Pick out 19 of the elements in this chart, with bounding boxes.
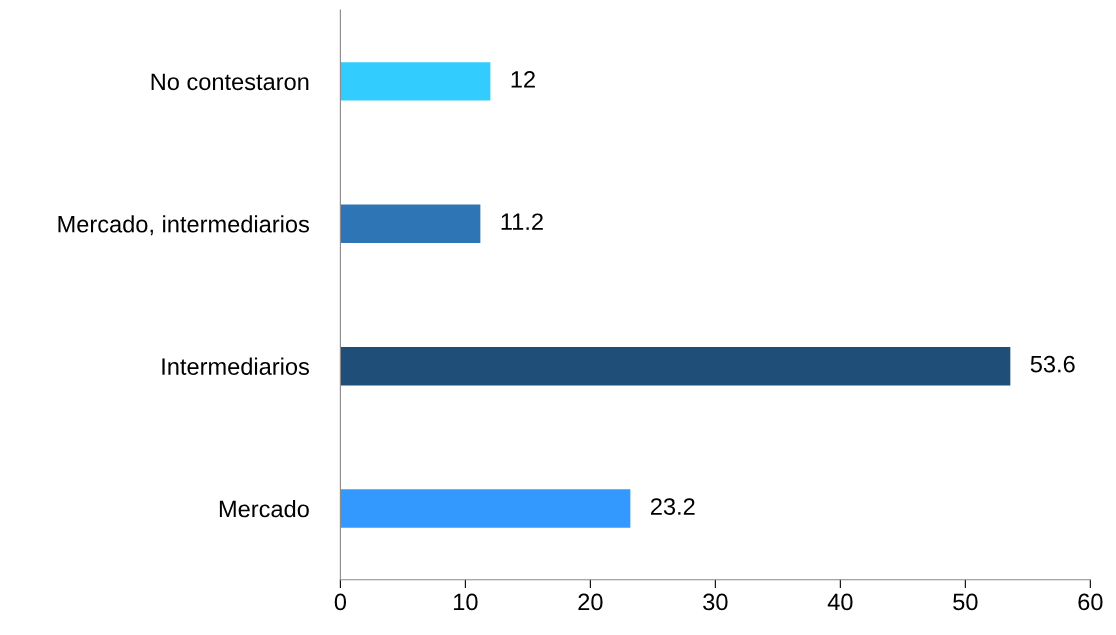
data-label: 11.2	[501, 213, 543, 230]
x-tick-label: 0	[334, 593, 347, 611]
x-tick-label: 60	[1078, 593, 1103, 611]
data-label: 23.2	[650, 498, 695, 515]
bar	[340, 346, 1011, 386]
x-tick-label: 40	[827, 593, 853, 611]
x-tick-label: 30	[703, 593, 728, 611]
y-tick-label: No contestaron	[151, 73, 309, 91]
x-tick-label: 20	[578, 593, 603, 611]
y-tick-label: Mercado, intermediarios	[58, 215, 309, 236]
data-label: 12	[511, 70, 535, 88]
y-tick-label: Intermediarios	[162, 357, 309, 375]
bar	[340, 204, 481, 243]
x-tick-label: 50	[953, 593, 978, 611]
data-label: 53.6	[1030, 355, 1075, 373]
bar	[340, 489, 631, 528]
y-tick-label: Mercado	[219, 500, 309, 518]
bar	[340, 62, 491, 101]
x-tick-label: 10	[454, 593, 478, 611]
